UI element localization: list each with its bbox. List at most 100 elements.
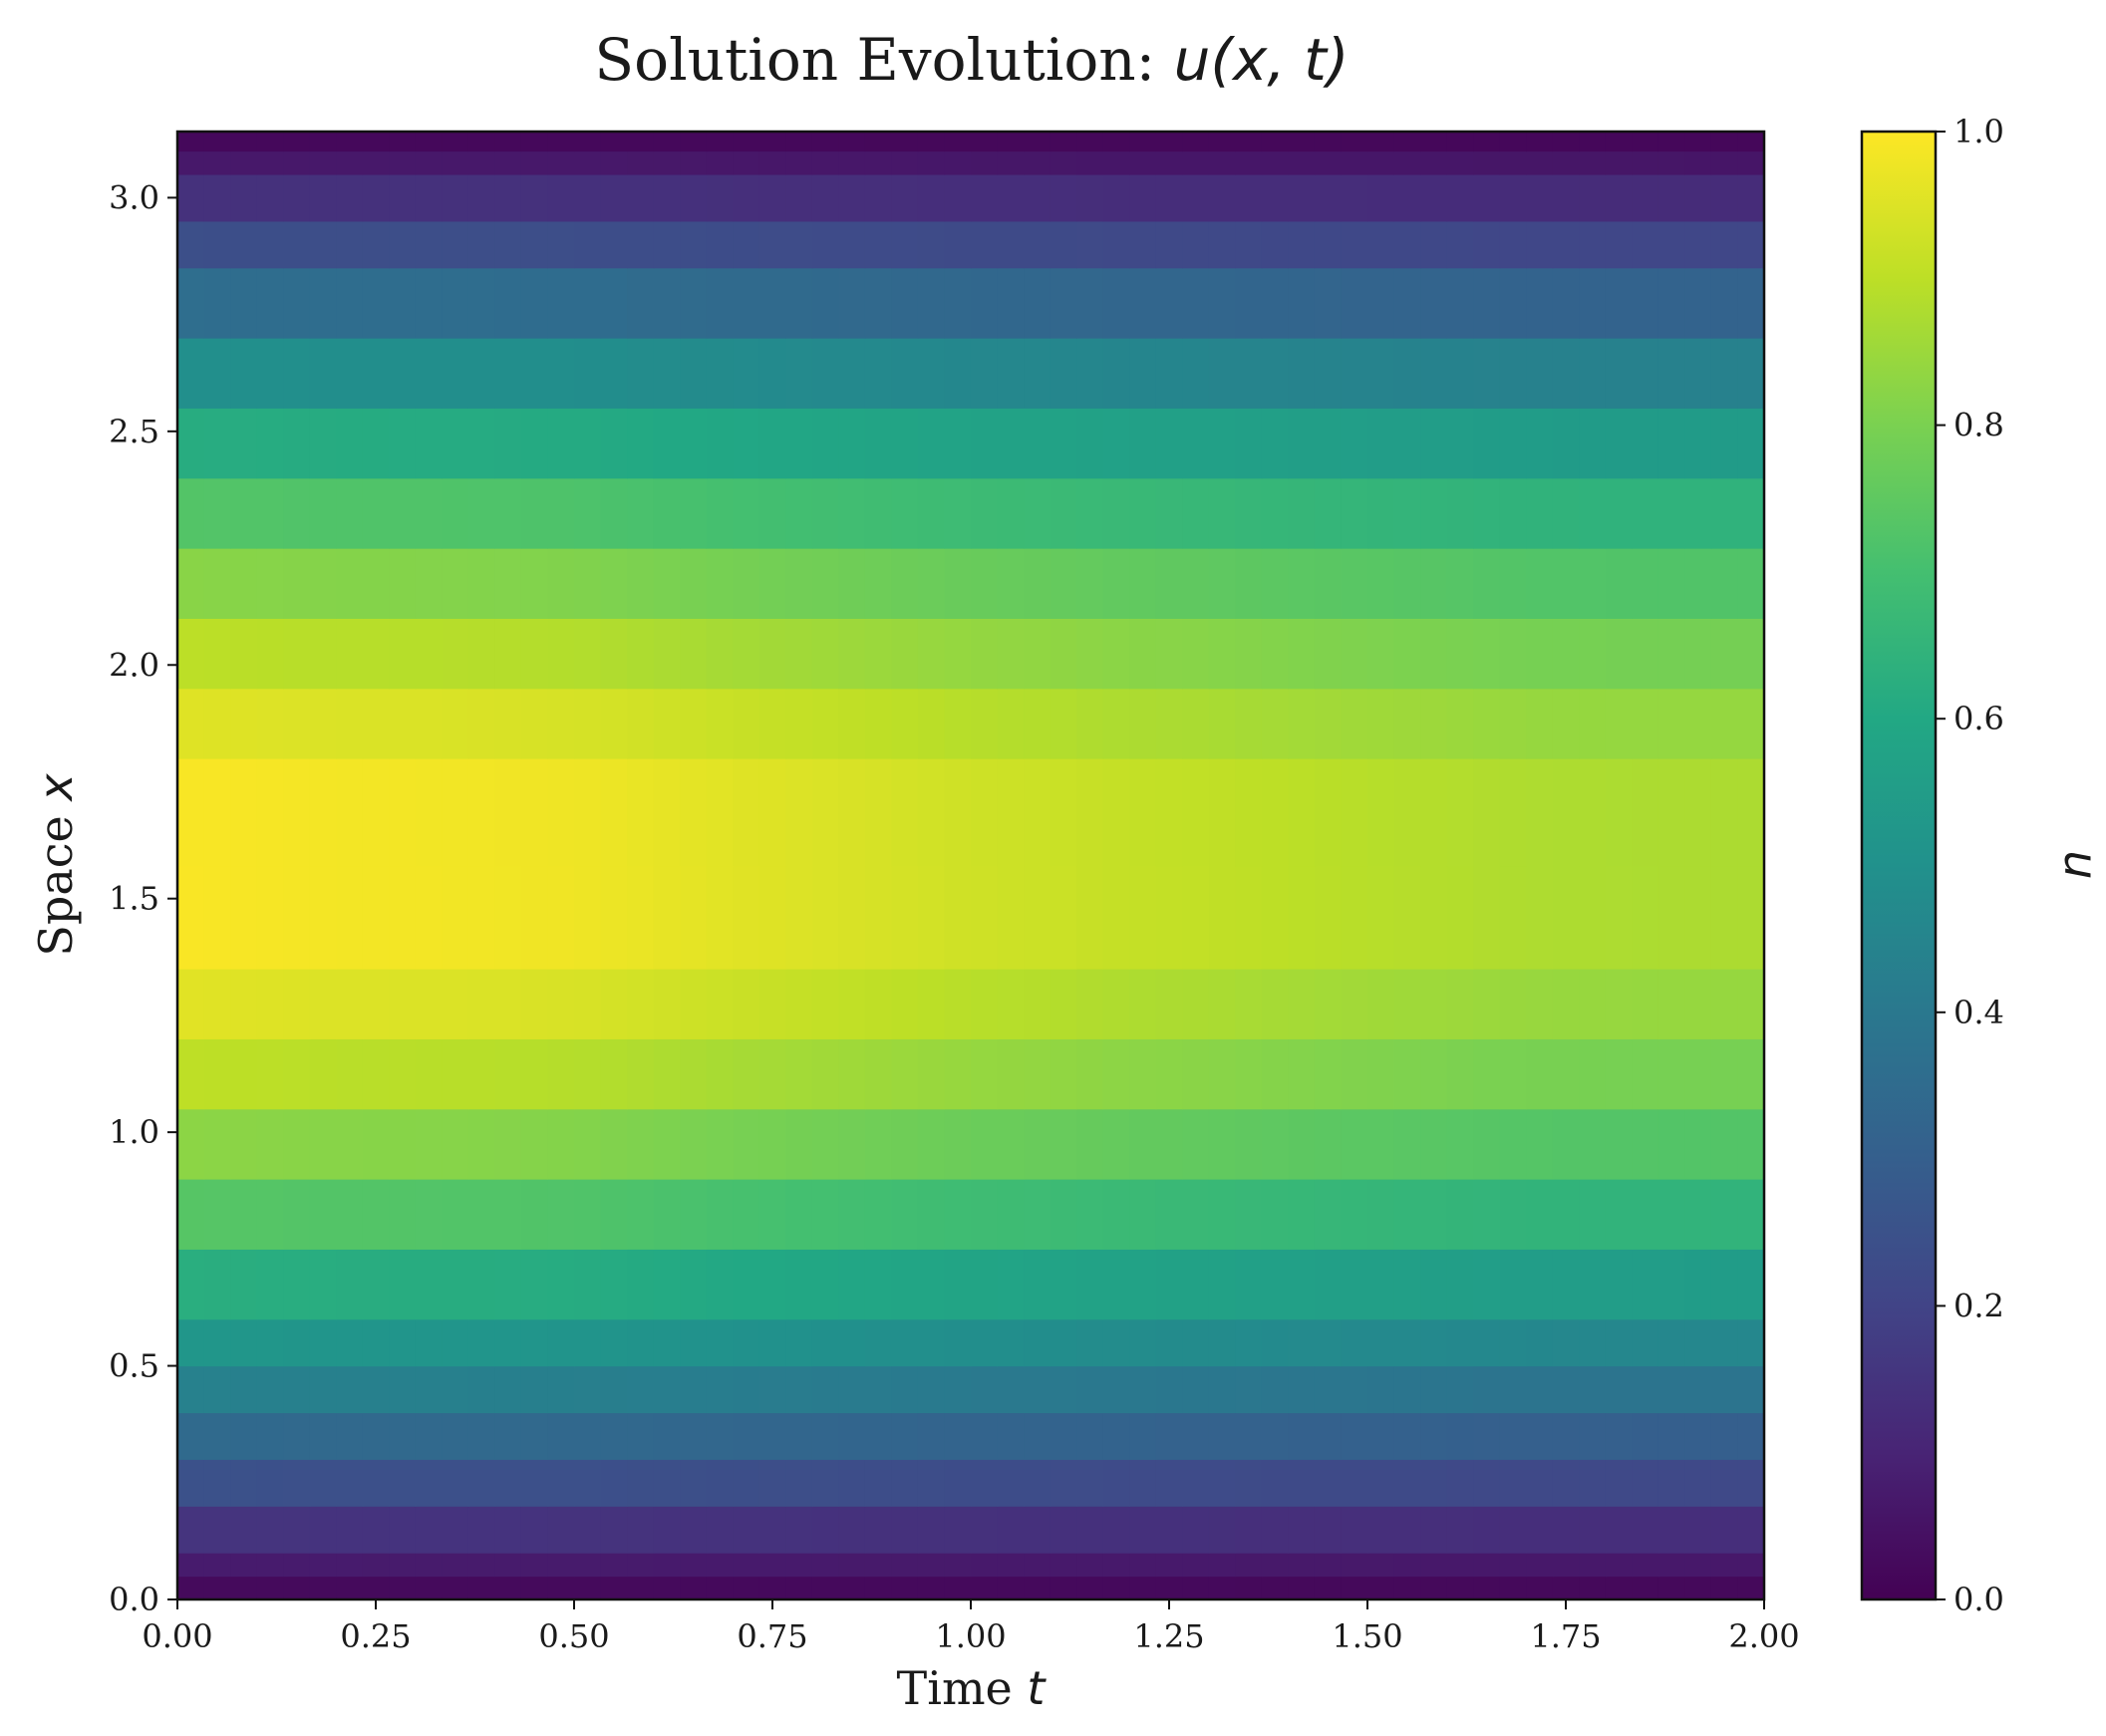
heatmap-cell (600, 1553, 628, 1578)
heatmap-cell (944, 969, 972, 1039)
heatmap-cell (336, 338, 364, 409)
heatmap-cell (627, 132, 655, 152)
heatmap-cell (811, 173, 839, 222)
heatmap-cell (256, 1038, 284, 1110)
heatmap-cell (971, 1318, 999, 1367)
heatmap-cell (362, 548, 390, 619)
heatmap-cell (1710, 338, 1739, 409)
heatmap-cell (997, 1553, 1025, 1578)
heatmap-cell (1288, 267, 1316, 339)
heatmap-cell (256, 150, 284, 175)
heatmap-cell (1367, 1506, 1395, 1554)
heatmap-cell (680, 338, 708, 409)
heatmap-cell (203, 1318, 231, 1367)
heatmap-cell (653, 1318, 681, 1367)
heatmap-cell (706, 267, 734, 339)
heatmap-cell (997, 267, 1025, 339)
heatmap-cell (1526, 408, 1554, 479)
heatmap-cell (520, 267, 549, 339)
heatmap-cell (309, 758, 337, 867)
heatmap-cell (680, 865, 708, 970)
heatmap-cell (1446, 1412, 1474, 1460)
heatmap-cell (944, 1108, 972, 1180)
heatmap-cell (1182, 1249, 1210, 1320)
heatmap-cell (309, 1365, 337, 1414)
heatmap-cell (1261, 1506, 1289, 1554)
heatmap-cell (230, 688, 258, 759)
heatmap-cell (944, 267, 972, 339)
heatmap-cell (415, 1553, 443, 1578)
heatmap-cell (785, 477, 813, 549)
heatmap-cell (1155, 969, 1183, 1039)
heatmap-cell (838, 1506, 866, 1554)
heatmap-cell (1102, 688, 1130, 759)
heatmap-cell (520, 688, 549, 759)
heatmap-cell (811, 1412, 839, 1460)
heatmap-cell (494, 338, 522, 409)
heatmap-cell (309, 1038, 337, 1110)
heatmap-cell (627, 1459, 655, 1507)
heatmap-cell (309, 688, 337, 759)
heatmap-cell (1473, 1038, 1501, 1110)
heatmap-cell (1526, 1318, 1554, 1367)
heatmap-cell (1579, 1459, 1607, 1507)
heatmap-cell (917, 1318, 946, 1367)
heatmap-cell (971, 1038, 999, 1110)
heatmap-cell (442, 338, 469, 409)
heatmap-cell (1446, 618, 1474, 690)
heatmap-cell (971, 688, 999, 759)
heatmap-cell (1367, 173, 1395, 222)
heatmap-cell (494, 1459, 522, 1507)
heatmap-cell (733, 1249, 760, 1320)
heatmap-cell (1024, 338, 1052, 409)
heatmap-cell (442, 1108, 469, 1180)
heatmap-cell (1076, 132, 1104, 152)
heatmap-cell (971, 408, 999, 479)
heatmap-cell (811, 220, 839, 269)
heatmap-cells (177, 132, 1765, 1600)
heatmap-cell (1314, 173, 1343, 222)
heatmap-cell (256, 408, 284, 479)
heatmap-cell (733, 865, 760, 970)
heatmap-cell (891, 865, 919, 970)
heatmap-cell (1076, 688, 1104, 759)
heatmap-cell (1182, 618, 1210, 690)
heatmap-cell (997, 1365, 1025, 1414)
heatmap-cell (1657, 220, 1685, 269)
heatmap-cell (1526, 338, 1554, 409)
x-tick-label: 2.00 (1728, 1617, 1799, 1655)
heatmap-cell (1579, 1179, 1607, 1250)
heatmap-cell (1182, 1365, 1210, 1414)
heatmap-cell (1129, 408, 1157, 479)
heatmap-cell (706, 1576, 734, 1600)
heatmap-cell (864, 618, 892, 690)
heatmap-cell (733, 132, 760, 152)
heatmap-cell (997, 1038, 1025, 1110)
heatmap-cell (1288, 969, 1316, 1039)
heatmap-cell (917, 1576, 946, 1600)
heatmap-cell (1473, 1179, 1501, 1250)
heatmap-cell (520, 1506, 549, 1554)
heatmap-cell (283, 132, 311, 152)
heatmap-cell (547, 220, 575, 269)
heatmap-cell (785, 969, 813, 1039)
heatmap-cell (1526, 1576, 1554, 1600)
heatmap-cell (1208, 267, 1236, 339)
heatmap-cell (997, 173, 1025, 222)
heatmap-cell (177, 758, 205, 867)
heatmap-cell (442, 1249, 469, 1320)
heatmap-cell (547, 548, 575, 619)
heatmap-cell (362, 1459, 390, 1507)
heatmap-cell (785, 1412, 813, 1460)
heatmap-cell (1314, 477, 1343, 549)
heatmap-cell (864, 1108, 892, 1180)
heatmap-cell (203, 1553, 231, 1578)
heatmap-cell (917, 969, 946, 1039)
heatmap-cell (309, 1576, 337, 1600)
heatmap-cell (1288, 173, 1316, 222)
heatmap-cell (203, 1412, 231, 1460)
heatmap-cell (1473, 1365, 1501, 1414)
heatmap-cell (1632, 173, 1659, 222)
heatmap-cell (838, 338, 866, 409)
heatmap-cell (785, 267, 813, 339)
